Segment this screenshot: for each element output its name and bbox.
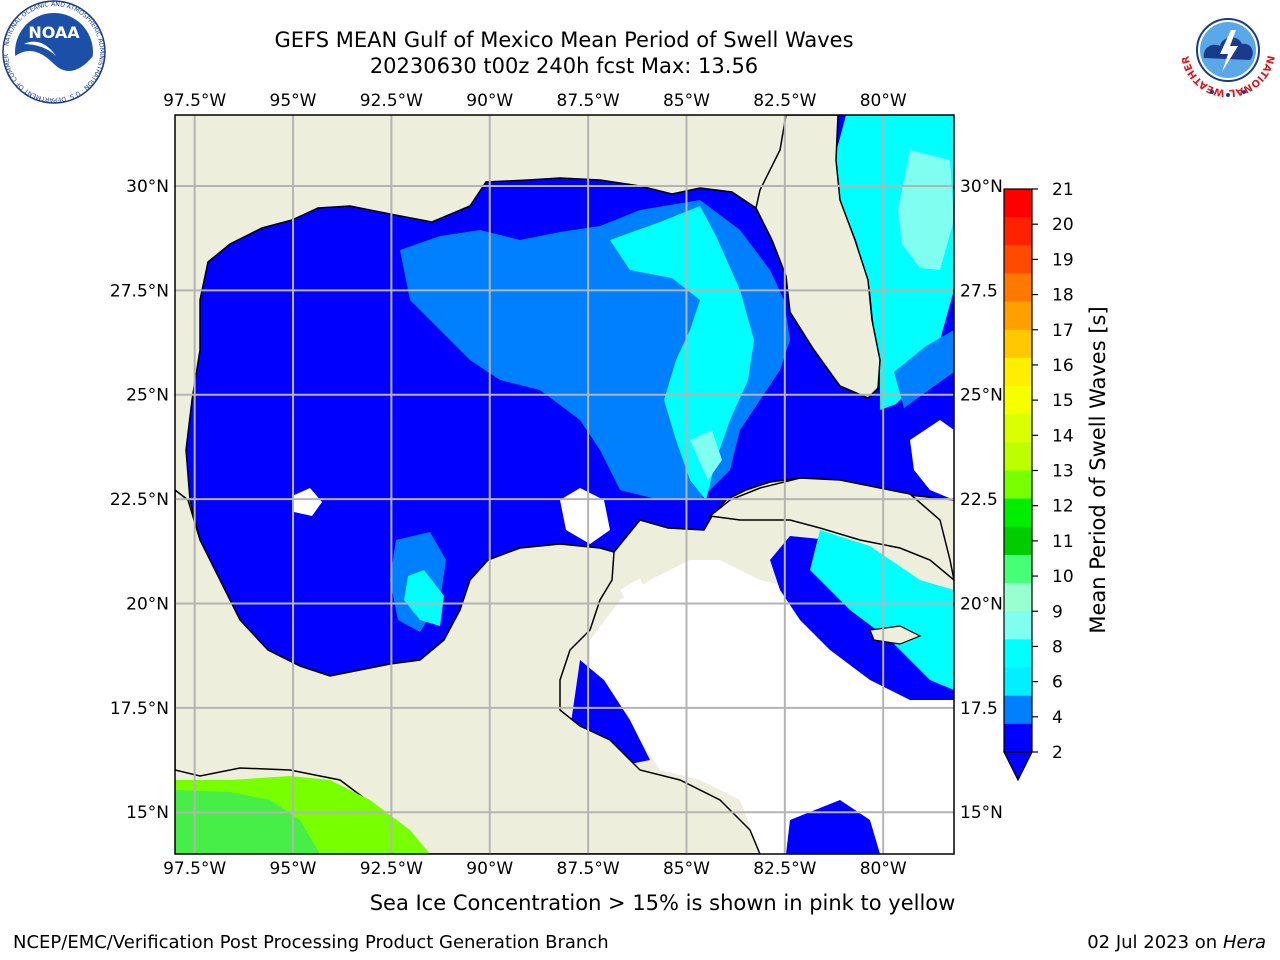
colorbar-tick-label: 12 xyxy=(1052,497,1074,517)
lat-label-right: 17.5 xyxy=(960,699,998,719)
colorbar-band xyxy=(1004,583,1032,612)
colorbar-band xyxy=(1004,245,1032,274)
lon-label-top: 95°W xyxy=(270,91,317,111)
colorbar-tick-label: 16 xyxy=(1052,356,1074,376)
colorbar-band xyxy=(1004,273,1032,303)
lat-label-right: 15°N xyxy=(960,803,1003,823)
lat-label-left: 22.5°N xyxy=(110,490,169,510)
lon-label-bottom: 97.5°W xyxy=(163,859,226,879)
caribbean-blue-south xyxy=(786,800,880,854)
host-name: Hera xyxy=(1222,932,1266,953)
lat-label-left: 27.5°N xyxy=(110,281,169,301)
producer-credit: NCEP/EMC/Verification Post Processing Pr… xyxy=(13,932,609,953)
lat-label-right: 27.5 xyxy=(960,281,998,301)
caribbean-cyan-swell xyxy=(810,530,954,690)
run-date: 02 Jul 2023 on xyxy=(1087,932,1218,953)
colorbar-tick-label: 10 xyxy=(1052,567,1074,587)
colorbar-tick-label: 20 xyxy=(1052,215,1074,235)
nodata-patch-4 xyxy=(910,420,954,500)
colorbar-tick-label: 21 xyxy=(1052,180,1074,200)
atlantic-swell-lightblue xyxy=(894,330,954,408)
lat-label-right: 25°N xyxy=(960,386,1003,406)
lon-label-top: 80°W xyxy=(860,91,907,111)
colorbar-band xyxy=(1004,301,1032,331)
colorbar-tick-label: 6 xyxy=(1052,673,1063,693)
colorbar-band xyxy=(1004,639,1032,669)
colorbar-band xyxy=(1004,667,1032,697)
colorbar-band xyxy=(1004,498,1032,528)
lat-label-left: 25°N xyxy=(126,386,169,406)
lon-label-top: 90°W xyxy=(466,91,513,111)
lat-label-right: 22.5 xyxy=(960,490,998,510)
colorbar-tick-label: 17 xyxy=(1052,321,1074,341)
loop-swell-cyan xyxy=(610,206,754,500)
colorbar-extend-arrow xyxy=(1003,751,1033,782)
lon-label-top: 97.5°W xyxy=(163,91,226,111)
colorbar-band xyxy=(1004,189,1032,218)
colorbar-label: Mean Period of Swell Waves [s] xyxy=(1086,306,1110,633)
lon-label-top: 87.5°W xyxy=(557,91,620,111)
colorbar-tick-label: 8 xyxy=(1052,637,1063,657)
colorbar-band xyxy=(1004,386,1032,415)
colorbar-band xyxy=(1004,217,1032,246)
colorbar-tick-label: 11 xyxy=(1052,532,1074,552)
colorbar-band xyxy=(1004,723,1032,753)
noaa-logo: NATIONAL OCEANIC AND ATMOSPHERIC ADMINIS… xyxy=(2,0,106,104)
colorbar-band xyxy=(1004,695,1032,725)
lon-label-top: 82.5°W xyxy=(753,91,816,111)
colorbar-band xyxy=(1004,414,1032,443)
colorbar-tick-label: 18 xyxy=(1052,286,1074,306)
chart-title: GEFS MEAN Gulf of Mexico Mean Period of … xyxy=(274,28,854,52)
colorbar-band xyxy=(1004,329,1032,359)
colorbar-tick-label: 15 xyxy=(1052,391,1074,411)
lat-label-left: 15°N xyxy=(126,803,169,823)
lon-label-top: 85°W xyxy=(663,91,710,111)
colorbar-tick-label: 13 xyxy=(1052,462,1074,482)
colorbar-tick-label: 14 xyxy=(1052,426,1074,446)
colorbar-tick-label: 2 xyxy=(1052,743,1063,763)
nws-logo: NATIONAL WEATHER SERVICE xyxy=(1176,0,1276,98)
lat-label-right: 30°N xyxy=(960,177,1003,197)
run-date-credit: 02 Jul 2023 on Hera xyxy=(1087,932,1266,953)
nodata-patch-1 xyxy=(292,488,322,516)
south-gulf-cyan xyxy=(404,570,444,626)
lon-label-bottom: 82.5°W xyxy=(753,859,816,879)
lon-label-bottom: 80°W xyxy=(860,859,907,879)
lat-label-left: 17.5°N xyxy=(110,699,169,719)
lon-label-top: 92.5°W xyxy=(360,91,423,111)
chart-subtitle: 20230630 t00z 240h fcst Max: 13.56 xyxy=(369,54,759,78)
lon-label-bottom: 87.5°W xyxy=(557,859,620,879)
sea-ice-footnote: Sea Ice Concentration > 15% is shown in … xyxy=(369,891,956,915)
colorbar-band xyxy=(1004,357,1032,387)
colorbar-tick-label: 19 xyxy=(1052,250,1074,270)
lon-label-bottom: 92.5°W xyxy=(360,859,423,879)
colorbar: 21 20 19 18 17 16 15 14 13 12 11 10 9 8 6 4 2 xyxy=(1003,180,1074,782)
colorbar-band xyxy=(1004,470,1032,500)
colorbar-tick-label: 4 xyxy=(1052,708,1063,728)
map-axis-labels: 97.5°W 97.5°W 95°W 95°W 92.5°W 92.5°W 90°W 90°W… xyxy=(110,91,1003,879)
map-gridlines xyxy=(175,115,954,854)
nodata-patch-2 xyxy=(560,488,610,544)
lat-label-right: 20°N xyxy=(960,594,1003,614)
loop-swell-aqua xyxy=(690,430,722,480)
lat-label-left: 30°N xyxy=(126,177,169,197)
lat-label-left: 20°N xyxy=(126,594,169,614)
colorbar-band xyxy=(1004,442,1032,471)
pacific-swell-darkgreen xyxy=(175,790,320,854)
central-america-land xyxy=(175,489,761,854)
nws-stars-icon xyxy=(1210,90,1246,97)
noaa-logo-text: NOAA xyxy=(28,23,80,42)
colorbar-band xyxy=(1004,526,1032,556)
colorbar-band xyxy=(1004,554,1032,584)
lon-label-bottom: 90°W xyxy=(466,859,513,879)
colorbar-band xyxy=(1004,611,1032,640)
lon-label-bottom: 95°W xyxy=(270,859,317,879)
colorbar-tick-label: 9 xyxy=(1052,602,1063,622)
lon-label-bottom: 85°W xyxy=(663,859,710,879)
map-frame xyxy=(174,114,955,855)
atlantic-swell-aqua xyxy=(898,150,954,270)
